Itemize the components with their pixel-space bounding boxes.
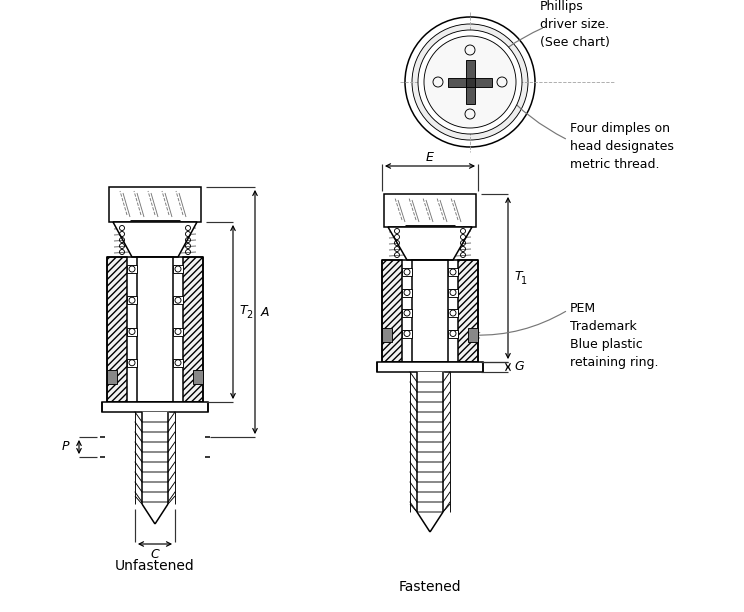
Bar (402, 268, 412, 276)
Text: T: T (239, 304, 246, 316)
Bar (137, 257, 173, 402)
Circle shape (405, 17, 535, 147)
Bar (107, 370, 117, 384)
Bar (377, 362, 483, 372)
Text: C: C (150, 548, 159, 561)
Bar (402, 309, 412, 317)
Bar (448, 268, 458, 276)
Bar (107, 257, 127, 402)
Bar (448, 288, 458, 296)
Bar (193, 370, 203, 384)
Bar (109, 187, 201, 222)
Polygon shape (388, 227, 472, 260)
Text: Four dimples on
head designates
metric thread.: Four dimples on head designates metric t… (570, 122, 674, 171)
Bar (127, 296, 137, 304)
Polygon shape (113, 222, 197, 257)
Circle shape (412, 24, 528, 140)
Bar (173, 265, 183, 273)
Bar (448, 78, 492, 86)
Bar (448, 309, 458, 317)
Text: P: P (61, 441, 68, 453)
Bar (466, 78, 475, 86)
Text: G: G (514, 360, 524, 373)
Text: Unfastened: Unfastened (115, 559, 195, 573)
Text: E: E (426, 151, 434, 163)
Bar (468, 328, 478, 342)
Text: A: A (261, 305, 269, 318)
Bar (448, 329, 458, 337)
Bar (382, 328, 392, 342)
Text: 1: 1 (521, 276, 527, 286)
Bar (173, 296, 183, 304)
Text: Fastened: Fastened (399, 580, 461, 594)
Bar (102, 402, 208, 412)
Bar (412, 260, 448, 362)
Text: 2: 2 (246, 310, 252, 320)
Circle shape (418, 30, 522, 134)
Bar (402, 288, 412, 296)
Text: Phillips
driver size.
(See chart): Phillips driver size. (See chart) (540, 0, 610, 49)
Bar (183, 257, 203, 402)
Text: PEM
Trademark
Blue plastic
retaining ring.: PEM Trademark Blue plastic retaining rin… (570, 302, 658, 369)
Bar (466, 60, 475, 104)
Bar (458, 260, 478, 362)
Bar (384, 194, 476, 227)
Circle shape (424, 36, 516, 128)
Text: T: T (514, 269, 522, 283)
Bar (382, 260, 402, 362)
Bar (127, 359, 137, 367)
Bar (173, 327, 183, 335)
Bar (127, 327, 137, 335)
Bar (402, 329, 412, 337)
Bar (127, 265, 137, 273)
Bar (173, 359, 183, 367)
